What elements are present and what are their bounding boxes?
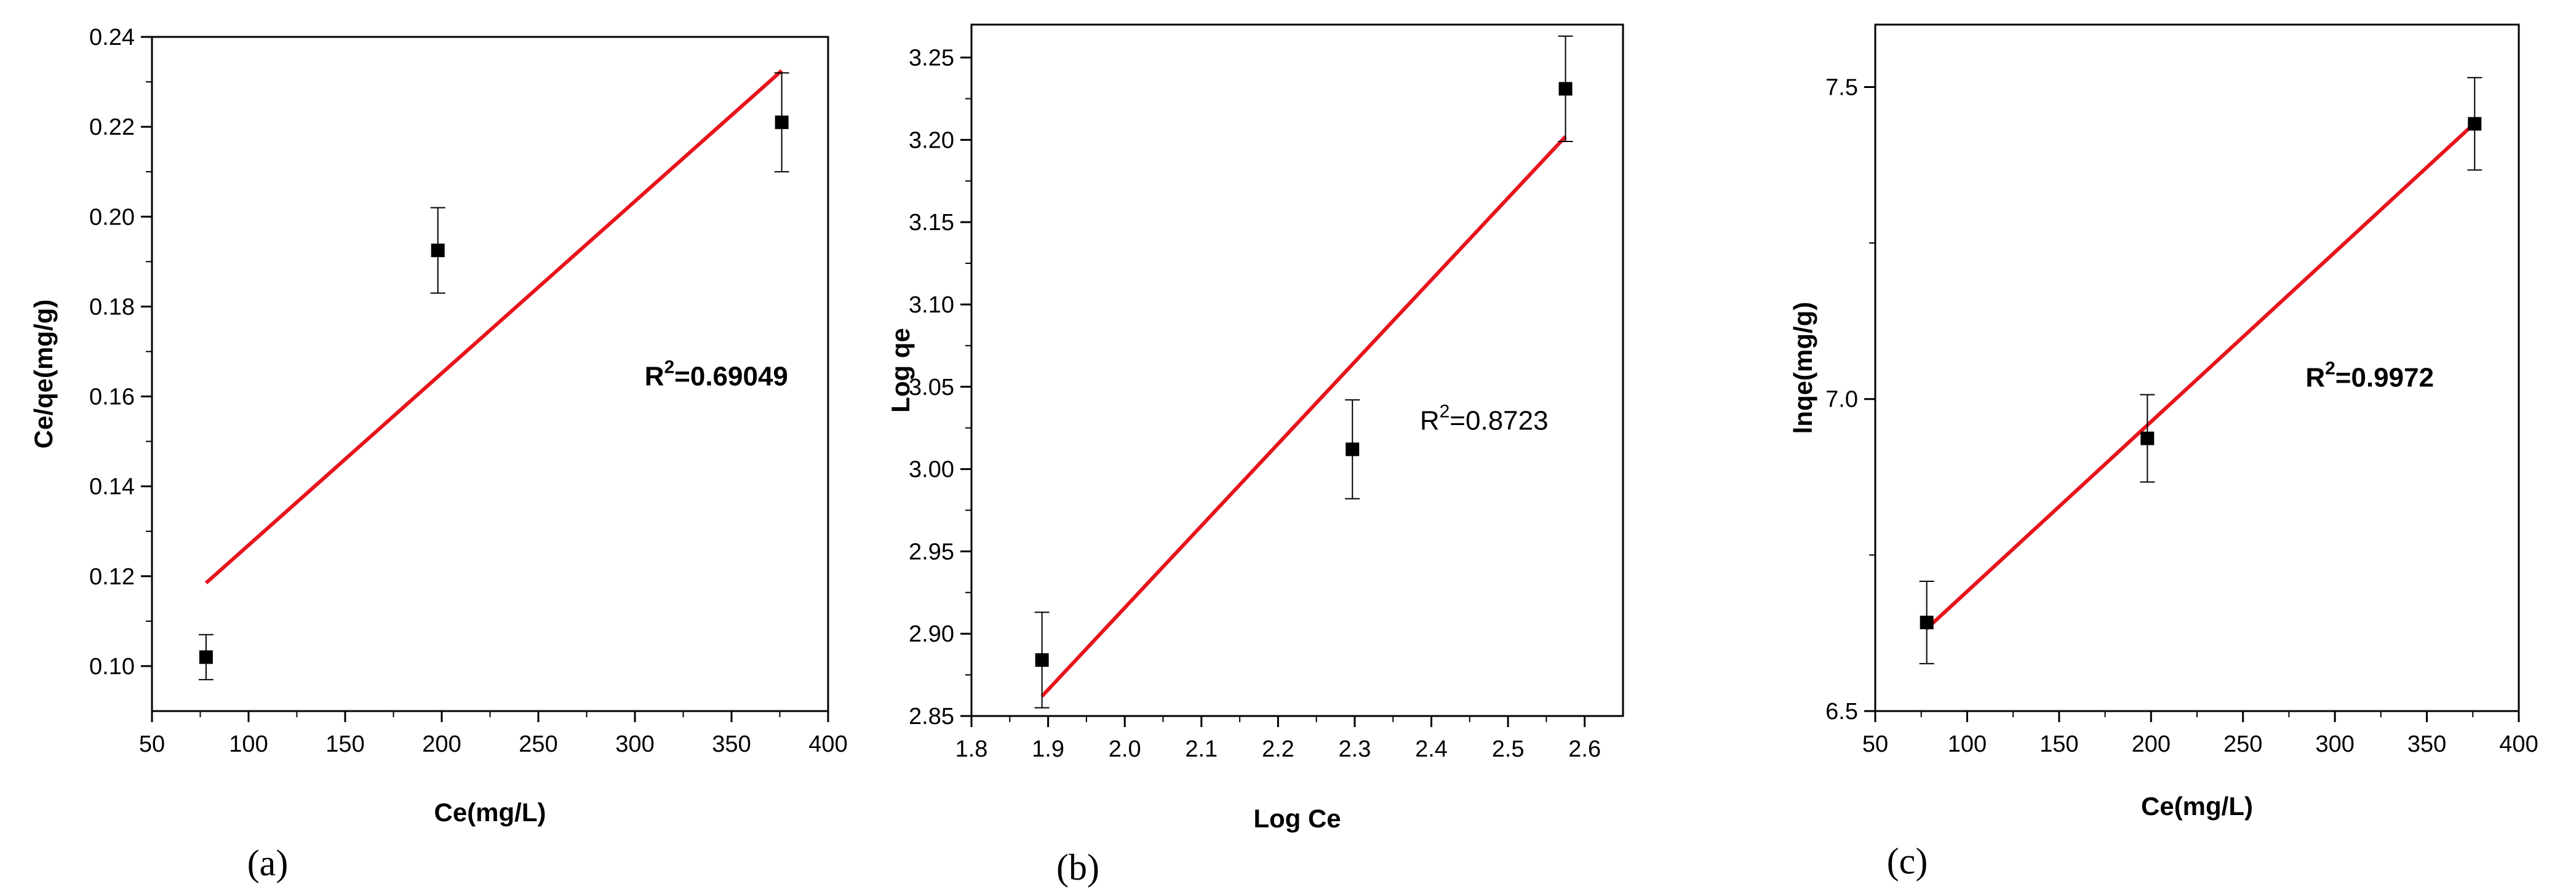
chart-panel-a: 50 100 150 200 250 300 350 400 0.10 0.12 0.14 0.16 0… — [29, 25, 848, 883]
y-tick-label: 3.25 — [909, 46, 954, 71]
x-tick-label: 2.2 — [1262, 736, 1294, 762]
r-squared-annotation: R2=0.8723 — [1420, 401, 1549, 436]
fit-line — [204, 69, 783, 585]
x-tick-label: 250 — [519, 731, 557, 757]
y-tick-label: 0.18 — [89, 294, 135, 320]
r-squared-annotation: R2=0.69049 — [645, 357, 788, 391]
x-tick-label: 250 — [2223, 731, 2262, 757]
x-tick-label: 2.1 — [1185, 736, 1218, 762]
data-point — [1558, 82, 1573, 96]
data-point — [2140, 431, 2155, 445]
x-tick-label: 100 — [229, 731, 268, 757]
x-tick-label: 2.4 — [1415, 736, 1448, 762]
x-axis-label: Log Ce — [1253, 804, 1341, 833]
data-point — [775, 115, 789, 129]
x-tick-label: 150 — [325, 731, 364, 757]
y-tick-label: 3.00 — [909, 457, 954, 483]
chart-panel-b: 1.8 1.9 2.0 2.1 2.2 2.3 2.4 2.5 2.6 2.85 2.90 2.95 3… — [886, 23, 1624, 888]
y-tick-label: 3.05 — [909, 375, 954, 400]
x-tick-label: 50 — [1862, 731, 1888, 757]
y-axis-label: Ce/qe(mg/g) — [29, 300, 58, 449]
x-tick-label: 350 — [2407, 731, 2446, 757]
y-tick-label: 3.20 — [909, 127, 954, 153]
x-tick-label: 2.3 — [1339, 736, 1371, 762]
y-tick-label: 7.0 — [1825, 387, 1858, 413]
data-point — [1035, 653, 1049, 667]
x-tick-label: 200 — [422, 731, 461, 757]
x-tick-label: 150 — [2040, 731, 2078, 757]
plot-frame — [970, 23, 1624, 717]
y-tick-label: 0.24 — [89, 25, 135, 50]
fit-line — [1040, 135, 1567, 698]
x-tick-label: 2.0 — [1109, 736, 1141, 762]
x-tick-label: 300 — [615, 731, 654, 757]
y-axis-label: lnqe(mg/g) — [1788, 302, 1817, 434]
y-tick-label: 2.90 — [909, 621, 954, 647]
x-tick-label: 350 — [712, 731, 751, 757]
x-tick-label: 2.5 — [1492, 736, 1525, 762]
data-point — [1346, 442, 1360, 456]
y-tick-label: 2.95 — [909, 539, 954, 565]
x-tick-label: 400 — [808, 731, 847, 757]
x-tick-label: 300 — [2315, 731, 2354, 757]
data-point — [199, 650, 213, 664]
y-tick-label: 0.14 — [89, 474, 135, 500]
y-tick-label: 0.10 — [89, 654, 135, 680]
chart-panel-c: 50 100 150 200 250 300 350 400 6.5 7.0 7.5 Ce(mg/L)… — [1788, 23, 2538, 881]
y-tick-label: 0.20 — [89, 204, 135, 230]
x-tick-label: 1.8 — [955, 736, 988, 762]
x-tick-label: 200 — [2132, 731, 2171, 757]
y-axis-label: Log qe — [886, 328, 915, 413]
x-axis-label: Ce(mg/L) — [2141, 792, 2253, 821]
panel-label: (c) — [1887, 841, 1928, 881]
panel-label: (b) — [1056, 847, 1099, 888]
y-tick-label: 0.22 — [89, 114, 135, 140]
r-squared-annotation: R2=0.9972 — [2305, 358, 2434, 392]
x-tick-label: 50 — [139, 731, 165, 757]
y-tick-label: 3.10 — [909, 292, 954, 318]
x-tick-label: 400 — [2499, 731, 2538, 757]
panel-label: (a) — [247, 843, 289, 883]
x-tick-label: 2.6 — [1568, 736, 1601, 762]
y-tick-label: 0.16 — [89, 384, 135, 410]
y-tick-label: 7.5 — [1825, 74, 1858, 100]
fit-line — [1925, 122, 2476, 630]
data-point — [431, 244, 445, 258]
y-tick-label: 2.85 — [909, 704, 954, 730]
x-axis-label: Ce(mg/L) — [434, 798, 546, 827]
y-tick-label: 3.15 — [909, 210, 954, 236]
x-tick-label: 1.9 — [1032, 736, 1064, 762]
x-tick-label: 100 — [1948, 731, 1987, 757]
y-tick-label: 6.5 — [1825, 699, 1858, 725]
y-tick-label: 0.12 — [89, 564, 135, 590]
data-point — [2468, 117, 2482, 131]
data-point — [1920, 615, 1934, 629]
